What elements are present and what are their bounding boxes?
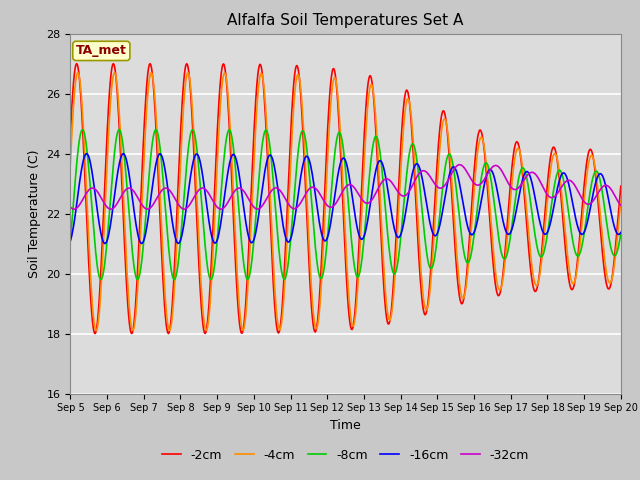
-16cm: [191, 155, 198, 160]
Legend: -2cm, -4cm, -8cm, -16cm, -32cm: -2cm, -4cm, -8cm, -16cm, -32cm: [157, 444, 534, 467]
-32cm: [617, 203, 625, 208]
-32cm: [70, 206, 78, 212]
-8cm: [67, 238, 74, 243]
-32cm: [134, 195, 141, 201]
-32cm: [190, 195, 198, 201]
-2cm: [220, 61, 227, 67]
-16cm: [77, 174, 84, 180]
-16cm: [83, 151, 90, 156]
-2cm: [134, 248, 142, 254]
Text: TA_met: TA_met: [76, 44, 127, 58]
-8cm: [191, 131, 198, 136]
-16cm: [220, 201, 227, 207]
-16cm: [134, 234, 142, 240]
-32cm: [219, 205, 227, 211]
-32cm: [413, 173, 421, 179]
-4cm: [67, 161, 74, 167]
Line: -8cm: -8cm: [70, 130, 621, 279]
-4cm: [414, 218, 422, 224]
Line: -32cm: -32cm: [70, 165, 621, 209]
X-axis label: Time: Time: [330, 419, 361, 432]
-32cm: [456, 162, 463, 168]
-4cm: [74, 70, 82, 75]
-2cm: [109, 61, 117, 67]
-32cm: [67, 204, 74, 210]
-8cm: [97, 276, 105, 282]
-8cm: [77, 132, 84, 137]
Y-axis label: Soil Temperature (C): Soil Temperature (C): [28, 149, 41, 278]
-2cm: [77, 87, 84, 93]
-8cm: [430, 258, 438, 264]
-16cm: [101, 240, 109, 246]
Line: -4cm: -4cm: [70, 72, 621, 330]
-2cm: [430, 213, 438, 218]
Title: Alfalfa Soil Temperatures Set A: Alfalfa Soil Temperatures Set A: [227, 13, 464, 28]
-8cm: [79, 127, 86, 132]
-2cm: [128, 331, 136, 336]
-4cm: [93, 327, 100, 333]
-4cm: [430, 233, 438, 239]
-16cm: [67, 238, 74, 243]
-2cm: [67, 131, 74, 137]
-4cm: [220, 72, 227, 78]
-32cm: [77, 200, 85, 205]
-8cm: [134, 276, 142, 281]
-16cm: [414, 162, 422, 168]
-2cm: [414, 239, 422, 244]
-4cm: [191, 142, 198, 148]
-8cm: [220, 160, 227, 166]
-4cm: [77, 90, 85, 96]
Line: -16cm: -16cm: [70, 154, 621, 243]
-16cm: [430, 232, 438, 238]
-4cm: [617, 198, 625, 204]
-2cm: [617, 183, 625, 189]
Line: -2cm: -2cm: [70, 64, 621, 334]
-8cm: [414, 166, 422, 171]
-2cm: [191, 162, 198, 168]
-8cm: [617, 231, 625, 237]
-32cm: [429, 179, 437, 184]
-16cm: [617, 229, 625, 235]
-4cm: [134, 272, 142, 277]
